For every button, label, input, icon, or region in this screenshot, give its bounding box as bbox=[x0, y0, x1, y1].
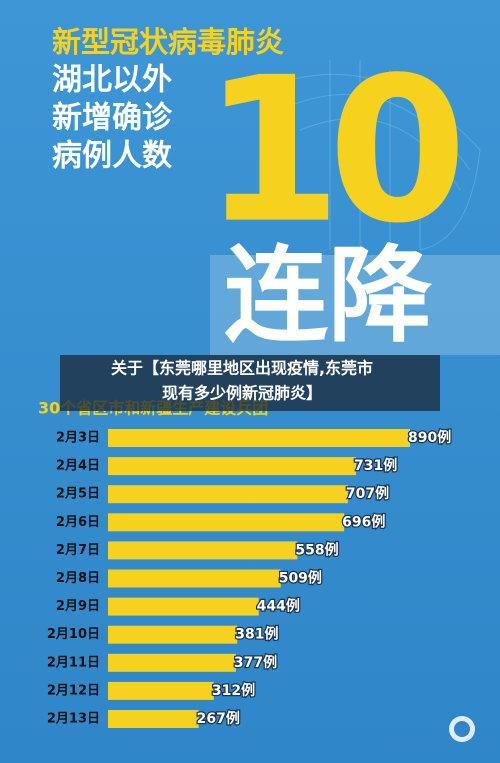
value-label: 377例 bbox=[234, 654, 277, 671]
big-number: 10 bbox=[203, 35, 458, 268]
caption: 现有多少例新冠肺炎】 bbox=[162, 384, 322, 403]
category-label: 2月8日 bbox=[56, 571, 100, 586]
value-label: 707例 bbox=[346, 485, 389, 502]
caption: 关于【东莞哪里地区出现疫情,东莞市 bbox=[111, 359, 373, 378]
value-label: 731例 bbox=[354, 457, 397, 474]
value-label: 558例 bbox=[295, 541, 338, 558]
category-label: 2月4日 bbox=[56, 459, 100, 474]
category-label: 2月5日 bbox=[56, 487, 100, 502]
category-label: 2月3日 bbox=[56, 431, 100, 446]
bar bbox=[108, 710, 199, 728]
bar bbox=[108, 541, 298, 560]
value-label: 312例 bbox=[212, 682, 255, 699]
bar bbox=[108, 485, 348, 504]
value-label: 890例 bbox=[408, 429, 451, 446]
value-label: 267例 bbox=[197, 710, 240, 727]
category-label: 2月11日 bbox=[47, 655, 100, 670]
value-label: 509例 bbox=[279, 570, 322, 587]
subhead: 新增确诊 bbox=[52, 101, 173, 136]
caption-banner bbox=[60, 355, 440, 411]
category-label: 2月10日 bbox=[47, 627, 100, 642]
value-label: 381例 bbox=[235, 626, 278, 643]
subhead: 病例人数 bbox=[52, 139, 173, 174]
category-label: 2月13日 bbox=[47, 712, 100, 727]
category-label: 2月9日 bbox=[56, 599, 100, 614]
bar bbox=[108, 597, 259, 616]
bar bbox=[108, 457, 357, 476]
bar bbox=[108, 429, 410, 447]
decor-lines bbox=[259, 60, 481, 251]
category-label: 2月7日 bbox=[56, 543, 100, 558]
bar bbox=[108, 569, 281, 588]
word-backdrop bbox=[210, 255, 500, 355]
bar bbox=[108, 513, 345, 532]
category-label: 2月12日 bbox=[47, 683, 100, 698]
headline: 新型冠状病毒肺炎 bbox=[52, 25, 284, 59]
emblem bbox=[449, 716, 475, 742]
category-label: 2月6日 bbox=[56, 515, 100, 530]
value-label: 444例 bbox=[257, 598, 300, 615]
big-word: 连降 bbox=[224, 234, 432, 356]
subhead: 湖北以外 bbox=[52, 63, 172, 98]
bar bbox=[108, 681, 214, 700]
value-label: 696例 bbox=[342, 513, 385, 530]
bar bbox=[108, 653, 236, 672]
bar bbox=[108, 625, 238, 644]
